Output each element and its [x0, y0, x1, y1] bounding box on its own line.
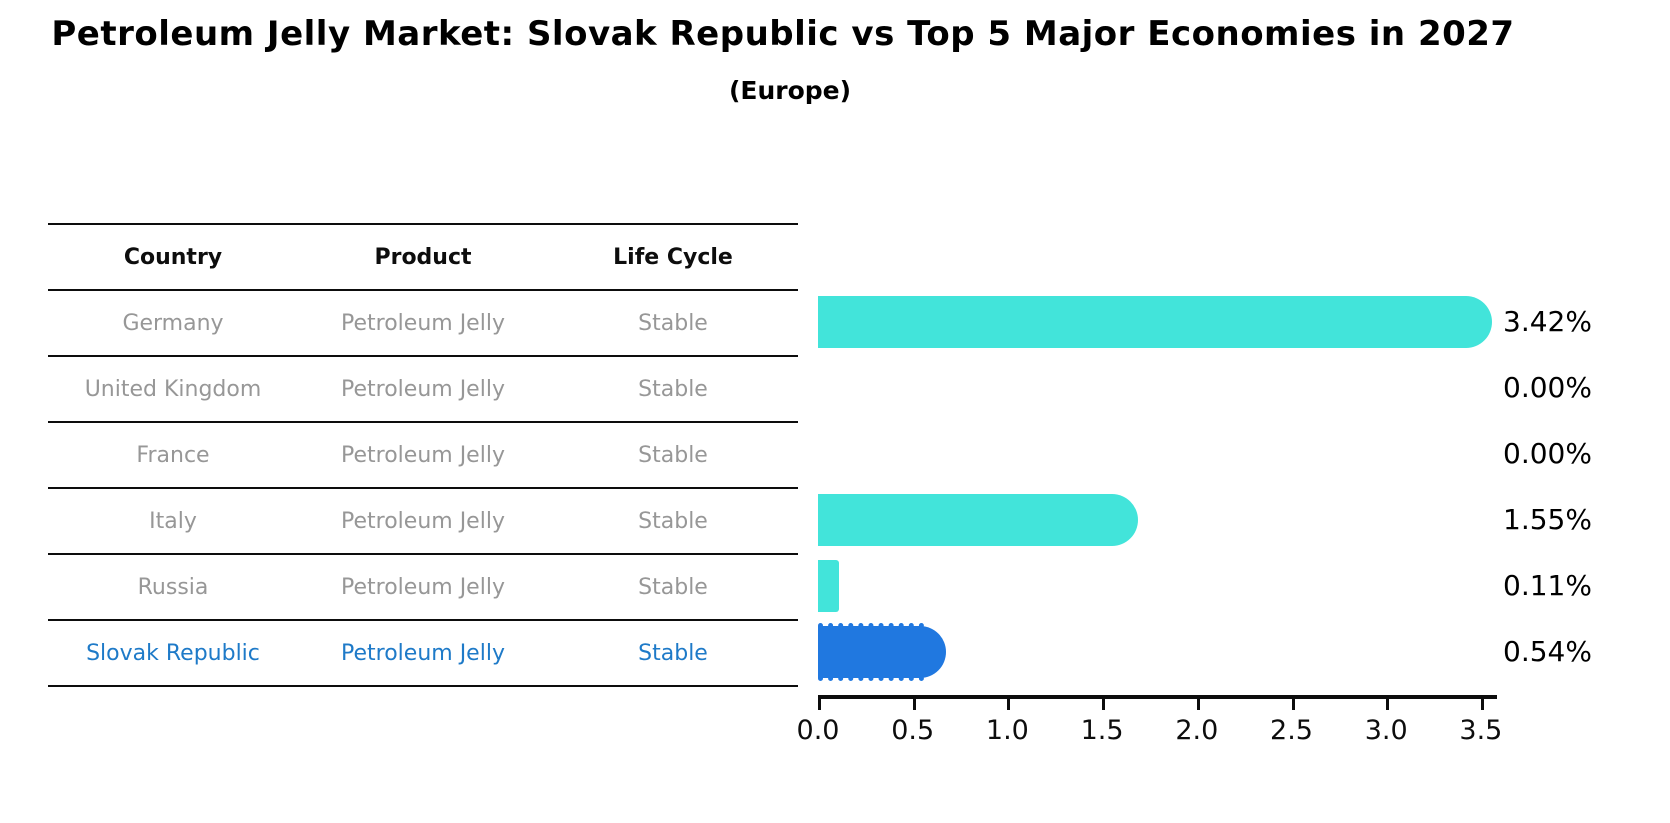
x-axis-tick: [1007, 699, 1011, 710]
cell-product: Petroleum Jelly: [341, 310, 505, 336]
table-row-united-kingdom: United Kingdom Petroleum Jelly Stable: [48, 357, 798, 423]
value-label-russia: 0.11%: [1503, 569, 1592, 602]
value-label-france: 0.00%: [1503, 437, 1592, 470]
table-row-italy: Italy Petroleum Jelly Stable: [48, 489, 798, 555]
x-axis-tick: [1291, 699, 1295, 710]
x-tick-label: 1.5: [1080, 715, 1124, 746]
cell-country: Italy: [149, 508, 197, 534]
country-table: Country Product Life Cycle Germany Petro…: [48, 223, 798, 687]
cell-country: Slovak Republic: [86, 640, 260, 666]
x-axis-line: [818, 695, 1497, 699]
bar-slovak-republic: [818, 623, 947, 681]
x-tick-label: 2.0: [1175, 715, 1219, 746]
x-tick-label: 0.0: [796, 715, 840, 746]
value-label-italy: 1.55%: [1503, 503, 1592, 536]
x-axis-tick: [1386, 699, 1390, 710]
cell-country: France: [136, 442, 210, 468]
column-header-lifecycle: Life Cycle: [613, 244, 733, 270]
x-tick-label: 1.0: [985, 715, 1029, 746]
cell-lifecycle: Stable: [638, 310, 708, 336]
x-axis-tick: [818, 699, 821, 710]
x-axis-tick: [1196, 699, 1200, 710]
cell-product: Petroleum Jelly: [341, 376, 505, 402]
cell-product: Petroleum Jelly: [341, 508, 505, 534]
x-tick-label: 3.0: [1364, 715, 1408, 746]
table-row-germany: Germany Petroleum Jelly Stable: [48, 291, 798, 357]
cell-product: Petroleum Jelly: [341, 640, 505, 666]
cell-lifecycle: Stable: [638, 376, 708, 402]
bar-plot: 0.0 0.5 1.0 1.5 2.0 2.5 3.0 3.5: [797, 223, 1518, 753]
x-tick-label: 3.5: [1459, 715, 1503, 746]
table-row-russia: Russia Petroleum Jelly Stable: [48, 555, 798, 621]
value-label-germany: 3.42%: [1503, 305, 1592, 338]
bar-germany: [818, 296, 1492, 348]
cell-lifecycle: Stable: [638, 640, 708, 666]
bar-russia: [818, 560, 839, 612]
chart-title: Petroleum Jelly Market: Slovak Republic …: [51, 14, 1515, 54]
chart-subtitle: (Europe): [728, 76, 852, 105]
table-row-france: France Petroleum Jelly Stable: [48, 423, 798, 489]
value-label-united-kingdom: 0.00%: [1503, 371, 1592, 404]
x-axis-tick: [1102, 699, 1106, 710]
cell-product: Petroleum Jelly: [341, 442, 505, 468]
cell-country: Russia: [137, 574, 209, 600]
cell-lifecycle: Stable: [638, 442, 708, 468]
cell-lifecycle: Stable: [638, 508, 708, 534]
x-tick-label: 0.5: [891, 715, 935, 746]
x-axis-tick: [912, 699, 916, 710]
value-label-slovak-republic: 0.54%: [1503, 635, 1592, 668]
x-axis-tick: [1480, 699, 1484, 710]
table-header-row: Country Product Life Cycle: [48, 225, 798, 291]
x-tick-label: 2.5: [1270, 715, 1313, 746]
column-header-product: Product: [374, 244, 472, 270]
column-header-country: Country: [123, 244, 223, 270]
cell-lifecycle: Stable: [638, 574, 708, 600]
bar-italy: [818, 494, 1138, 546]
cell-product: Petroleum Jelly: [341, 574, 505, 600]
cell-country: Germany: [122, 310, 224, 336]
cell-country: United Kingdom: [84, 376, 262, 402]
table-row-slovak-republic: Slovak Republic Petroleum Jelly Stable: [48, 621, 798, 687]
